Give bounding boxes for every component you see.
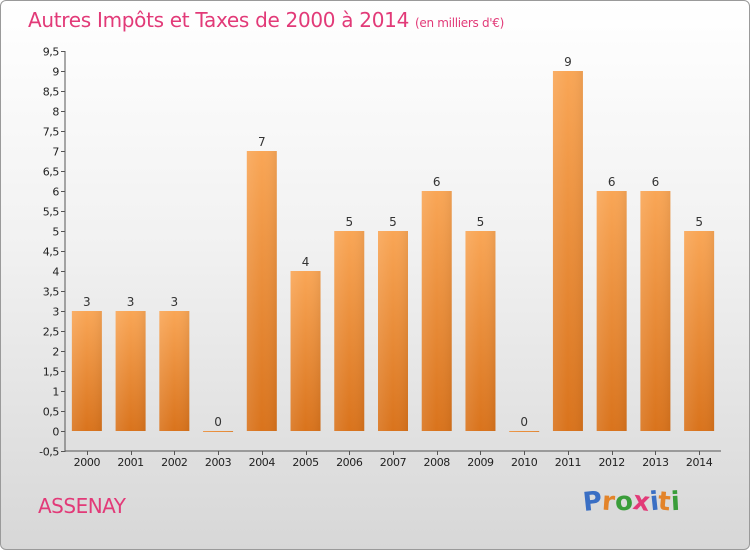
bar-shine-2002 [159,311,190,431]
data-label-2003: 0 [214,415,222,429]
x-tick-label-2001: 2001 [117,456,143,469]
y-tick-label: 3 [52,306,59,319]
bar-shine-2006 [334,231,365,431]
bar-series: 3 3 3 0 7 4 5 5 6 5 0 9 6 6 5 [71,55,715,432]
y-tick-label: 8 [52,106,59,119]
x-tick-label-2012: 2012 [598,456,624,469]
y-tick-label: 7,5 [43,126,60,139]
y-tick-label: 1 [52,386,59,399]
y-tick-label: 7 [52,146,59,159]
y-tick-label: 0 [52,426,59,439]
x-tick-label-2005: 2005 [292,456,319,469]
y-tick-label: 5,5 [43,206,60,219]
data-label-2007: 5 [389,215,397,229]
data-label-2008: 6 [433,175,441,189]
x-tick-label-2003: 2003 [205,456,232,469]
x-tick-label-2013: 2013 [642,456,669,469]
y-tick-label: 9 [52,66,59,79]
bar-shine-2010 [509,431,540,432]
logo-letter: i [670,486,681,518]
chart-axes: -0,5 0 0,5 1 1,5 2 2,5 3 3,5 4 4,5 5 5,5 6 6,5 7 7,5 8 8,5… [39,46,721,469]
data-label-2012: 6 [608,175,616,189]
bar-shine-2011 [552,71,583,431]
bar-shine-2001 [115,311,146,431]
x-tick-label-2000: 2000 [74,456,101,469]
chart-unit: (en milliers d'€) [415,16,505,30]
data-label-2005: 4 [302,255,310,269]
x-tick-label-2011: 2011 [555,456,581,469]
data-label-2010: 0 [520,415,528,429]
data-label-2011: 9 [564,55,572,69]
bar-shine-2000 [71,311,102,431]
y-tick-label: 0,5 [43,406,60,419]
bar-shine-2008 [421,191,452,431]
chart-title-text: Autres Impôts et Taxes de 2000 à 2014 [28,8,409,32]
y-tick-label: 9,5 [43,46,60,59]
data-label-2009: 5 [477,215,485,229]
x-tick-label-2006: 2006 [336,456,363,469]
y-tick-label: 6,5 [43,166,60,179]
y-tick-label: 2,5 [43,326,60,339]
y-tick-label: 4 [52,266,59,279]
bar-shine-2004 [246,151,277,431]
commune-name: ASSENAY [38,494,126,518]
y-tick-label: 3,5 [43,286,60,299]
bar-shine-2009 [465,231,496,431]
y-tick-label: 2 [52,346,59,359]
data-label-2014: 5 [695,215,703,229]
bar-shine-2005 [290,271,321,431]
y-tick-label: 4,5 [43,246,60,259]
y-tick-label: 6 [52,186,59,199]
bar-shine-2003 [203,431,234,432]
bar-shine-2012 [596,191,627,431]
x-tick-label-2008: 2008 [424,456,451,469]
data-label-2000: 3 [83,295,91,309]
data-label-2006: 5 [345,215,353,229]
y-tick-label: 1,5 [43,366,60,379]
bar-shine-2014 [684,231,715,431]
data-label-2001: 3 [127,295,135,309]
bar-shine-2013 [640,191,671,431]
x-tick-label-2010: 2010 [511,456,538,469]
data-label-2002: 3 [171,295,179,309]
x-tick-label-2009: 2009 [467,456,494,469]
x-tick-label-2004: 2004 [249,456,276,469]
y-tick-label: -0,5 [39,446,59,459]
x-tick-label-2014: 2014 [686,456,713,469]
x-tick-label-2002: 2002 [161,456,187,469]
y-tick-label: 8,5 [43,86,60,99]
proxiti-logo[interactable]: Proxiti [581,486,681,518]
data-label-2013: 6 [652,175,660,189]
x-tick-label-2007: 2007 [380,456,407,469]
data-label-2004: 7 [258,135,266,149]
chart-title: Autres Impôts et Taxes de 2000 à 2014 (en… [28,8,504,32]
bar-shine-2007 [378,231,408,431]
y-tick-label: 5 [52,226,59,239]
